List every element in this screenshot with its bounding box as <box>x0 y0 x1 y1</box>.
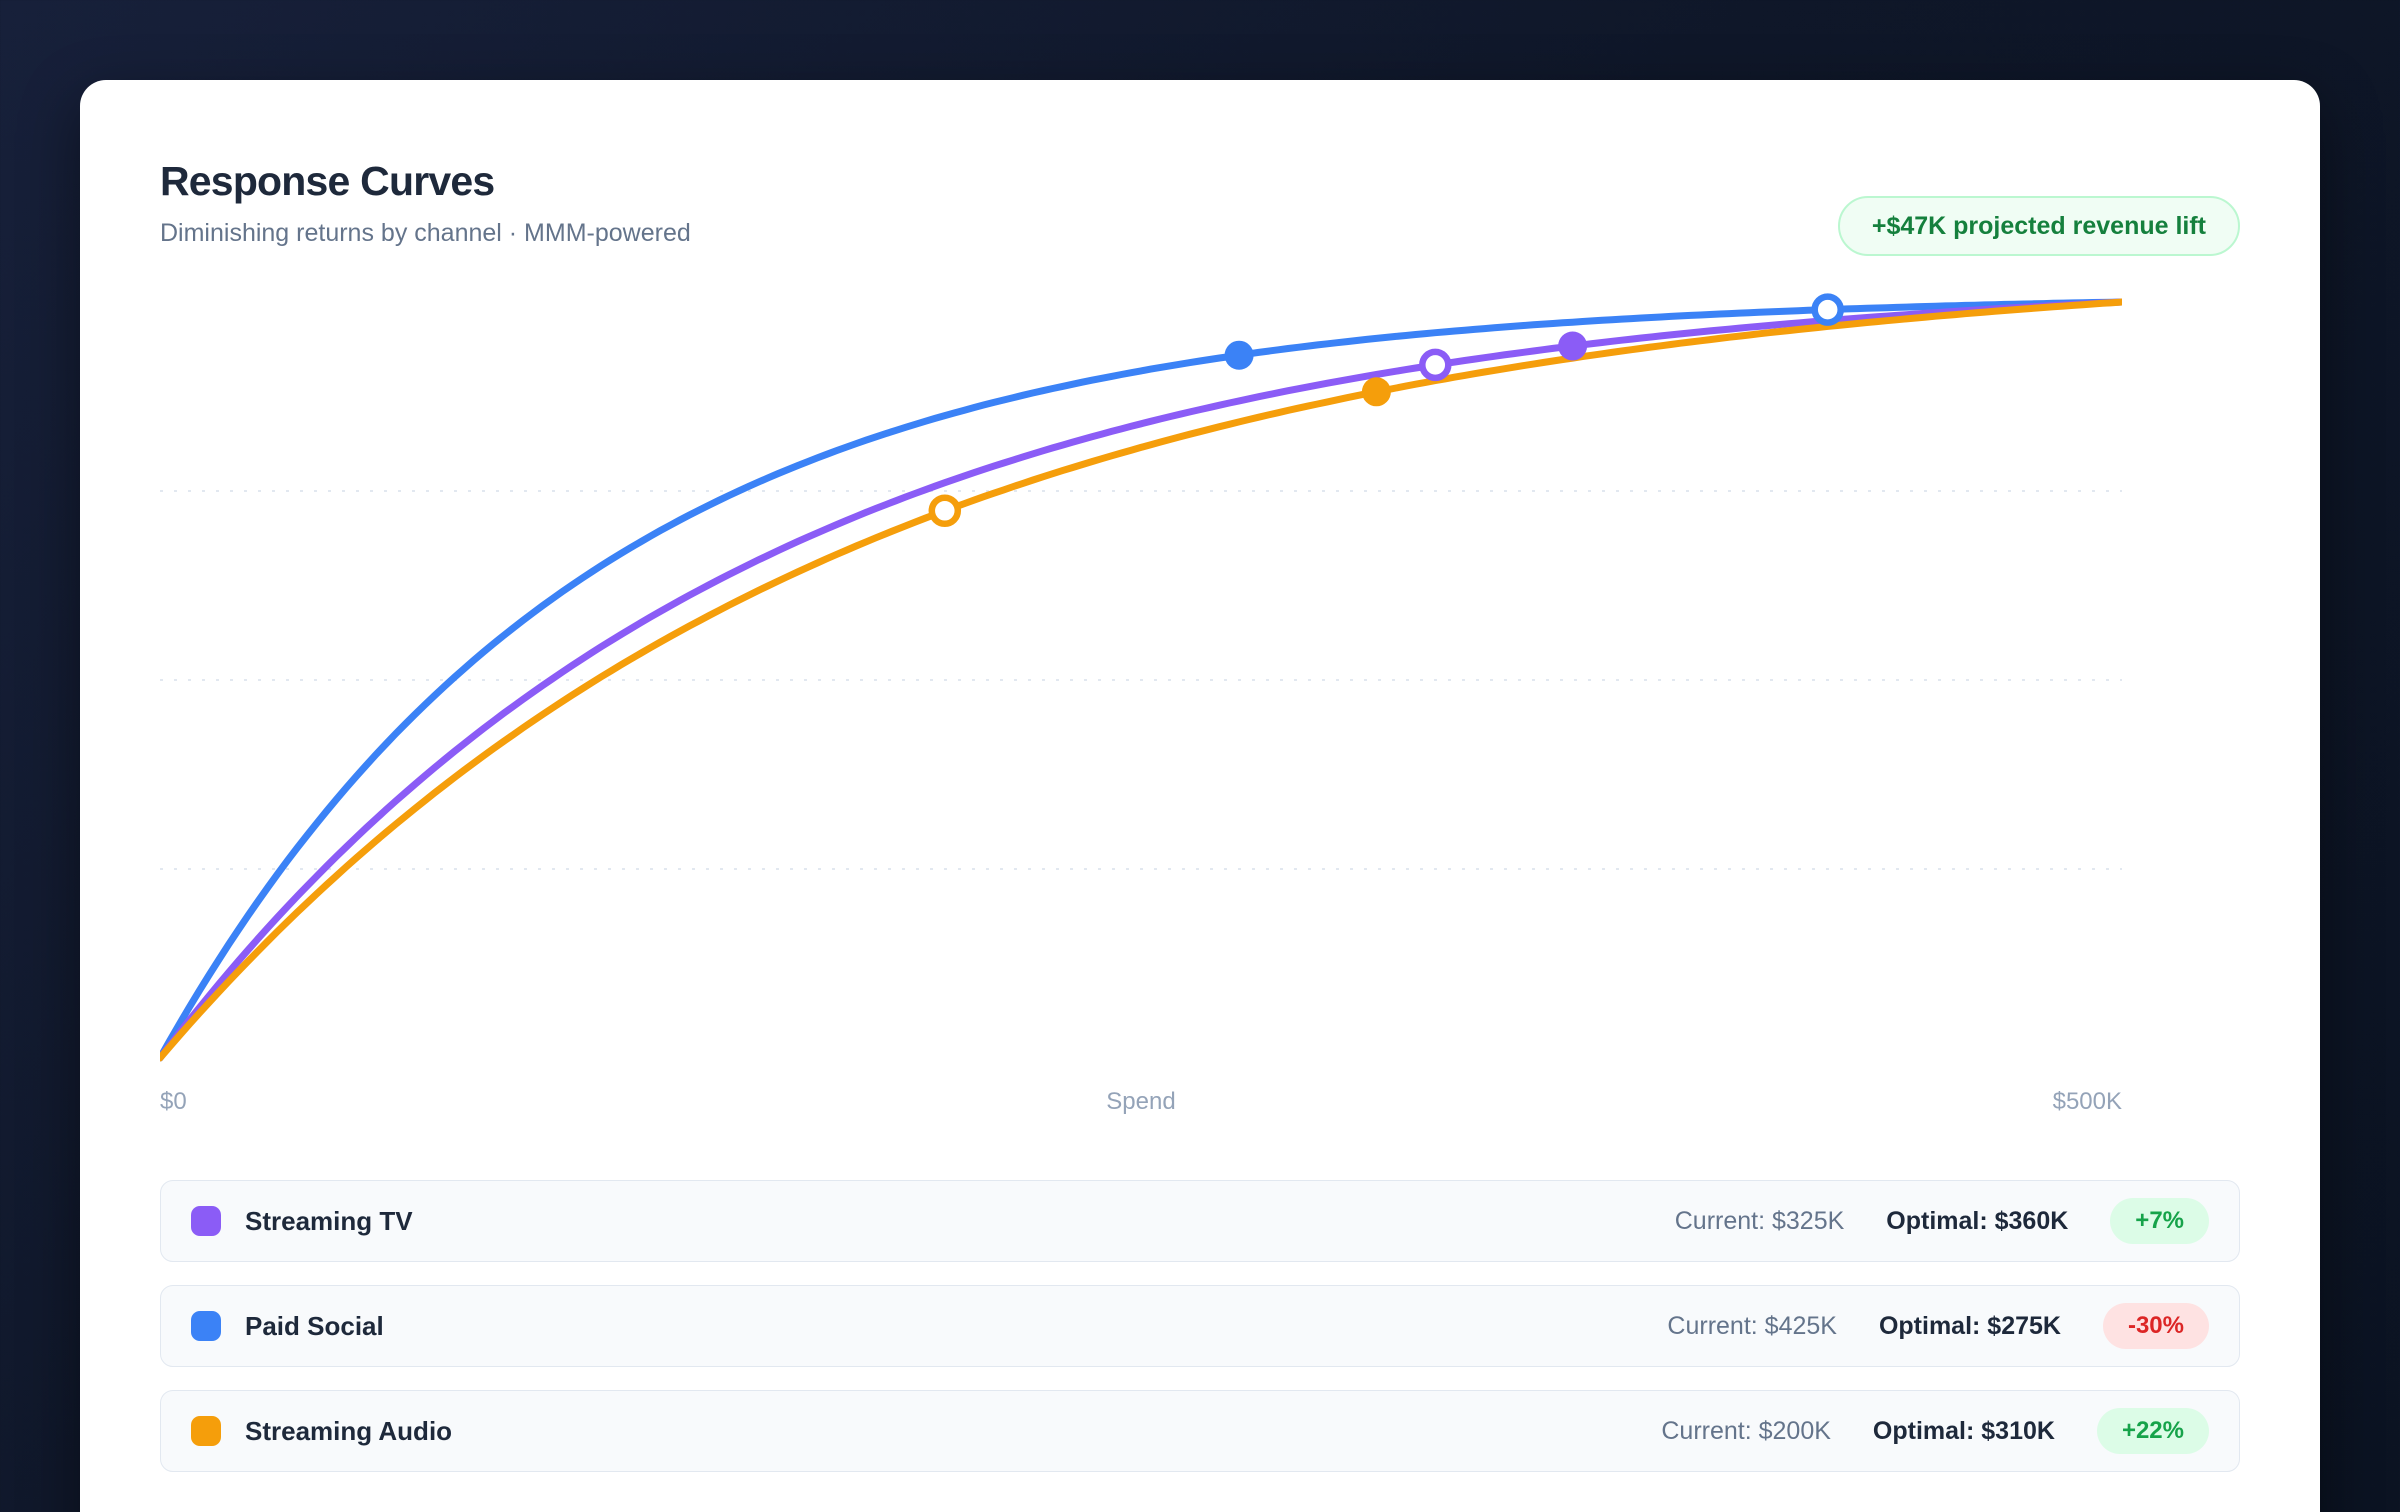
channel-name: Paid Social <box>245 1310 384 1341</box>
delta-badge: +22% <box>2096 1408 2209 1454</box>
legend-row-streaming-tv[interactable]: Streaming TV Current: $325K Optimal: $36… <box>160 1180 2240 1262</box>
optimal-spend-value: Optimal: $310K <box>1872 1416 2055 1445</box>
legend-row-paid-social[interactable]: Paid Social Current: $425K Optimal: $275… <box>160 1285 2240 1367</box>
header-text: Response Curves Diminishing returns by c… <box>160 158 691 248</box>
legend-swatch <box>191 1416 221 1446</box>
x-axis-max-label: $500K <box>2052 1088 2122 1115</box>
x-axis: $0 Spend $500K <box>160 1088 2122 1118</box>
legend-row-streaming-audio[interactable]: Streaming Audio Current: $200K Optimal: … <box>160 1390 2240 1472</box>
channel-name: Streaming Audio <box>245 1415 453 1446</box>
delta-badge: -30% <box>2102 1303 2209 1349</box>
current-spend-value: Current: $200K <box>1661 1416 1831 1445</box>
channel-legend: Streaming TV Current: $325K Optimal: $36… <box>160 1180 2240 1472</box>
delta-badge: +7% <box>2110 1198 2209 1244</box>
curves-svg <box>156 293 2126 1062</box>
curve-streaming-audio[interactable] <box>156 298 2126 1062</box>
legend-swatch <box>191 1206 221 1236</box>
page-subtitle: Diminishing returns by channel · MMM-pow… <box>160 219 691 247</box>
optimal-spend-marker-streaming-audio[interactable] <box>1361 377 1391 407</box>
optimal-spend-marker-paid-social[interactable] <box>1224 340 1254 370</box>
page-title: Response Curves <box>160 158 495 204</box>
current-spend-value: Current: $425K <box>1667 1311 1837 1340</box>
optimal-spend-value: Optimal: $360K <box>1886 1206 2069 1235</box>
curve-paid-social[interactable] <box>156 298 2126 1062</box>
current-spend-marker-streaming-audio[interactable] <box>928 494 962 528</box>
legend-swatch <box>191 1311 221 1341</box>
current-spend-value: Current: $325K <box>1674 1206 1845 1235</box>
current-spend-marker-streaming-tv[interactable] <box>1419 348 1452 382</box>
optimal-spend-value: Optimal: $275K <box>1878 1311 2061 1340</box>
current-spend-marker-paid-social[interactable] <box>1811 293 1844 326</box>
x-axis-title: Spend <box>1106 1088 1176 1115</box>
curve-streaming-tv[interactable] <box>156 298 2126 1062</box>
optimal-spend-marker-streaming-tv[interactable] <box>1558 331 1588 361</box>
projected-lift-badge: +$47K projected revenue lift <box>1837 196 2240 256</box>
response-curves-chart <box>156 290 2126 1080</box>
channel-name: Streaming TV <box>245 1205 413 1236</box>
response-curves-card: Response Curves Diminishing returns by c… <box>80 80 2320 1512</box>
x-axis-min-label: $0 <box>160 1088 187 1115</box>
card-header: Response Curves Diminishing returns by c… <box>160 158 2240 256</box>
